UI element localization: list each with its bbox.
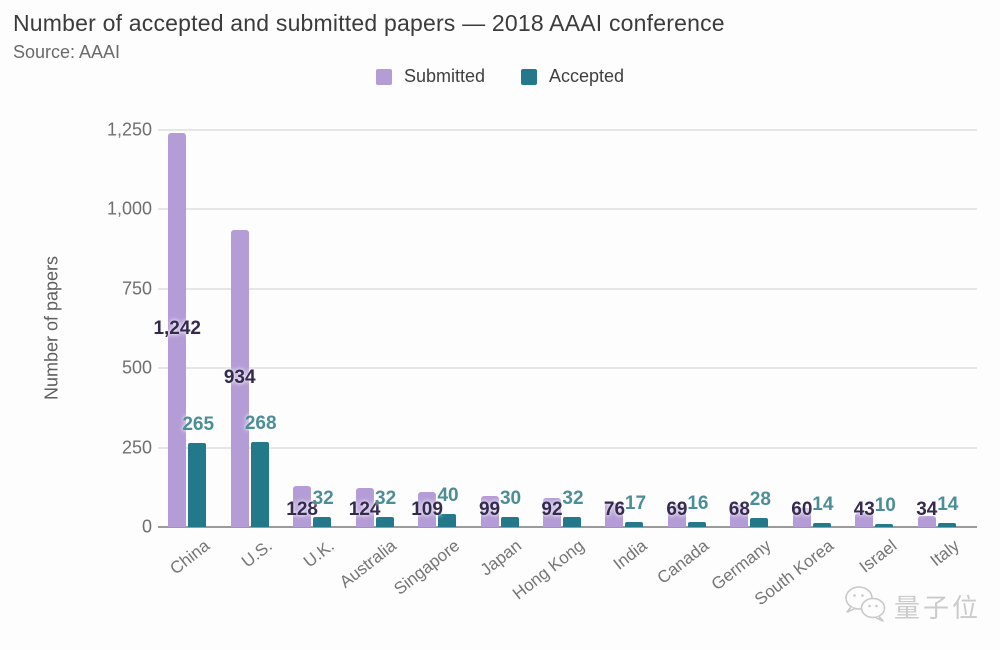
x-label-u-k: U.K. (300, 536, 338, 572)
bar-submitted-singapore (418, 492, 437, 527)
value-accepted-canada: 16 (687, 492, 709, 514)
value-submitted-israel: 43 (853, 499, 875, 520)
value-submitted-germany: 68 (728, 499, 750, 520)
bar-accepted-australia (375, 516, 394, 527)
legend-item-accepted: Accepted (520, 66, 625, 87)
value-accepted-hong-kong: 32 (562, 487, 584, 509)
y-tick-750: 750 (121, 278, 152, 299)
value-accepted-germany: 28 (749, 489, 771, 511)
value-accepted-japan: 30 (499, 488, 522, 510)
legend-label-accepted: Accepted (548, 66, 625, 86)
y-tick-0: 0 (141, 516, 152, 537)
gridline-500 (158, 367, 977, 370)
x-label-japan: Japan (477, 536, 526, 580)
x-label-israel: Israel (855, 536, 901, 577)
y-tick-1000: 1,000 (106, 198, 152, 219)
value-accepted-china: 265 (182, 413, 215, 435)
gridline-750 (158, 287, 977, 290)
value-submitted-u-s: 934 (223, 366, 256, 388)
value-submitted-u-k: 128 (286, 499, 318, 520)
value-submitted-india: 76 (603, 499, 626, 520)
x-label-singapore: Singapore (389, 536, 463, 599)
bar-accepted-japan (500, 517, 519, 527)
bar-submitted-china (168, 132, 187, 527)
chart-title: Number of accepted and submitted papers … (13, 10, 725, 36)
value-submitted-hong-kong: 92 (541, 499, 563, 520)
gridline-1000 (158, 208, 977, 211)
x-label-india: India (609, 536, 651, 574)
bar-submitted-hong-kong (543, 497, 561, 527)
value-accepted-u-s: 268 (244, 412, 277, 434)
y-tick-500: 500 (121, 357, 152, 378)
bar-accepted-india (625, 521, 644, 527)
value-submitted-australia: 124 (348, 499, 381, 520)
legend-swatch-accepted (520, 68, 537, 85)
legend-swatch-submitted (375, 68, 392, 85)
bar-accepted-singapore (438, 514, 457, 527)
bar-submitted-u-s (230, 230, 249, 527)
legend-item-submitted: Submitted (375, 66, 485, 87)
bar-accepted-u-k (313, 516, 332, 527)
value-submitted-china: 1,242 (153, 317, 201, 339)
bar-submitted-israel (855, 513, 874, 527)
x-label-u-s: U.S. (237, 536, 276, 572)
bar-submitted-south-korea (792, 507, 811, 527)
value-accepted-italy: 14 (937, 493, 959, 515)
zero-tick (158, 526, 168, 528)
bar-accepted-germany (750, 518, 769, 527)
bar-submitted-italy (917, 516, 936, 527)
x-label-china: China (166, 536, 213, 579)
wechat-logo-icon (843, 584, 889, 629)
bar-accepted-hong-kong (563, 516, 581, 527)
value-submitted-canada: 69 (666, 499, 688, 520)
bar-submitted-india (605, 502, 624, 527)
y-tick-1250: 1,250 (106, 119, 152, 140)
legend-label-submitted: Submitted (403, 66, 485, 86)
gridline-1250 (158, 129, 977, 131)
bar-accepted-canada (687, 521, 706, 527)
x-label-italy: Italy (926, 536, 963, 571)
value-accepted-south-korea: 14 (812, 493, 834, 515)
bar-submitted-germany (730, 505, 749, 527)
value-submitted-south-korea: 60 (791, 499, 813, 520)
bar-submitted-australia (355, 487, 374, 527)
y-tick-250: 250 (121, 437, 152, 458)
value-submitted-italy: 34 (916, 499, 938, 520)
value-submitted-japan: 99 (478, 499, 501, 520)
bar-submitted-u-k (293, 486, 312, 527)
bar-submitted-japan (480, 495, 499, 527)
value-accepted-australia: 32 (375, 487, 397, 509)
bar-submitted-canada (667, 505, 686, 527)
bar-accepted-israel (875, 523, 894, 527)
bar-accepted-south-korea (812, 522, 831, 527)
bar-accepted-china (188, 442, 207, 527)
value-accepted-u-k: 32 (312, 487, 334, 509)
bar-accepted-italy (937, 522, 956, 527)
x-axis-line (158, 526, 977, 528)
watermark: 量子位 (843, 584, 981, 629)
gridline-250 (158, 446, 977, 449)
value-accepted-india: 17 (624, 492, 647, 514)
value-accepted-singapore: 40 (437, 485, 459, 507)
value-accepted-israel: 10 (874, 494, 896, 516)
watermark-text: 量子位 (894, 593, 982, 623)
bar-accepted-u-s (250, 441, 269, 527)
y-axis-title: Number of papers (41, 255, 62, 401)
chart-legend: Submitted Accepted (0, 66, 1000, 87)
value-submitted-singapore: 109 (411, 499, 443, 520)
x-label-canada: Canada (654, 536, 713, 588)
chart-source: Source: AAAI (13, 42, 121, 62)
